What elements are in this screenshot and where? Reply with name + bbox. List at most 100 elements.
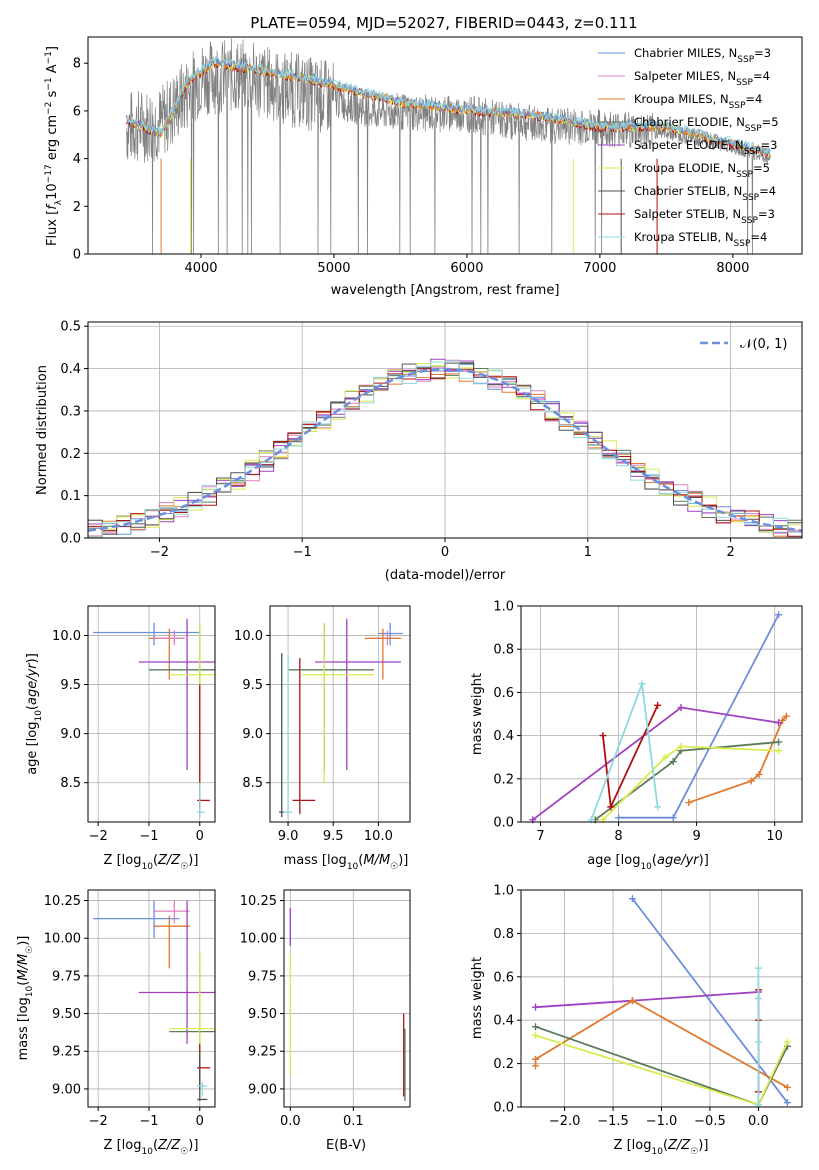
point-marker <box>654 803 662 811</box>
x-tick-label: 8 <box>614 829 622 844</box>
x-axis-label: (data-model)/error <box>385 568 506 583</box>
y-axis-label: mass weight <box>470 957 485 1039</box>
y-tick-label: 0.1 <box>60 489 81 504</box>
x-tick-label: 9 <box>692 829 700 844</box>
series-line <box>535 991 759 1009</box>
series-line <box>618 614 780 819</box>
x-tick-label: −1 <box>139 829 158 844</box>
legend-entry: Chabrier ELODIE, NSSP=5 <box>634 115 779 134</box>
y-tick-label: 9.50 <box>52 1007 81 1022</box>
x-tick-label: −1.0 <box>646 1114 678 1129</box>
y-tick-label: 0.0 <box>493 816 514 831</box>
point-marker <box>628 895 636 903</box>
spectrum-data-line <box>126 38 771 254</box>
x-axis-label: age [log10(age/yr)] <box>587 853 709 872</box>
point-marker <box>782 712 790 720</box>
y-tick-label: 10.0 <box>52 629 81 644</box>
x-tick-label: 6000 <box>450 261 483 276</box>
legend-entry: Chabrier STELIB, NSSP=4 <box>634 184 776 203</box>
point-marker <box>628 997 636 1005</box>
y-tick-label: 0.8 <box>493 643 514 658</box>
mass_vs_ebv-frame <box>283 889 411 1108</box>
point-marker <box>783 1083 791 1091</box>
x-tick-label: 0.1 <box>343 1114 364 1129</box>
y-tick-label: 10.25 <box>240 894 277 909</box>
point-marker <box>532 1062 540 1070</box>
y-tick-label: 0.2 <box>60 447 81 462</box>
x-axis-label: mass [log10(M/M☉)] <box>284 853 409 872</box>
age_vs_Z-frame <box>87 605 216 823</box>
x-tick-label: 8000 <box>716 261 749 276</box>
x-tick-label: 2 <box>726 545 734 560</box>
y-tick-label: 0.2 <box>493 772 514 787</box>
y-tick-label: 8 <box>73 57 81 72</box>
y-tick-label: 0.4 <box>60 362 81 377</box>
y-tick-label: 9.75 <box>248 969 277 984</box>
y-tick-label: 0 <box>73 248 81 263</box>
y-tick-label: 8.5 <box>242 776 263 791</box>
x-tick-label: 0 <box>196 829 204 844</box>
point-marker <box>677 742 685 750</box>
histogram-step-line <box>88 368 802 537</box>
x-tick-label: 0 <box>196 1114 204 1129</box>
y-axis-label: mass [log10(M/M☉)] <box>16 936 35 1061</box>
point-marker <box>685 799 693 807</box>
y-tick-label: 0.4 <box>493 729 514 744</box>
y-tick-label: 1.0 <box>493 884 514 899</box>
legend-entry: Kroupa STELIB, NSSP=4 <box>634 230 767 249</box>
point-marker <box>532 1003 540 1011</box>
age_vs_mass-frame <box>269 605 411 823</box>
spectrum-model-line <box>126 54 771 155</box>
point-marker <box>775 719 783 727</box>
series-line <box>631 898 789 1104</box>
point-marker <box>532 1023 540 1031</box>
y-tick-label: 9.75 <box>52 969 81 984</box>
y-tick-label: 10.25 <box>44 894 81 909</box>
x-tick-label: 0.0 <box>748 1114 769 1129</box>
x-axis-label: Z [log10(Z/Z☉)] <box>614 1138 709 1157</box>
x-axis-label: wavelength [Angstrom, rest frame] <box>331 283 560 298</box>
point-marker <box>638 680 646 688</box>
x-tick-label: −2 <box>89 1114 108 1129</box>
x-tick-label: 7 <box>536 829 544 844</box>
y-axis-label: Flux [fλ10−17 erg cm−2 s−1 A−1] <box>44 46 64 246</box>
weight_vs_age-axes <box>521 605 802 823</box>
x-tick-label: 10 <box>766 829 783 844</box>
x-axis-label: E(B-V) <box>326 1138 366 1153</box>
point-marker <box>654 701 662 709</box>
x-tick-label: 9.5 <box>323 829 344 844</box>
x-tick-label: −2.0 <box>549 1114 581 1129</box>
legend-entry: Salpeter MILES, NSSP=4 <box>634 69 770 88</box>
point-marker <box>775 738 783 746</box>
y-tick-label: 10.00 <box>240 932 277 947</box>
y-tick-label: 4 <box>73 152 81 167</box>
point-marker <box>615 814 623 822</box>
point-marker <box>669 758 677 766</box>
y-axis-label: mass weight <box>470 673 485 755</box>
y-tick-label: 1.0 <box>493 600 514 615</box>
point-marker <box>532 1031 540 1039</box>
y-tick-label: 0.6 <box>493 686 514 701</box>
point-marker <box>747 777 755 785</box>
x-tick-label: 0.0 <box>280 1114 301 1129</box>
y-tick-label: 6 <box>73 104 81 119</box>
y-tick-label: 9.50 <box>248 1007 277 1022</box>
series-line <box>602 745 779 821</box>
y-tick-label: 2 <box>73 200 81 215</box>
mass_vs_ebv-axes <box>284 890 410 1107</box>
point-marker <box>754 964 762 972</box>
x-tick-label: −2 <box>89 829 108 844</box>
point-marker <box>775 611 783 619</box>
y-tick-label: 9.5 <box>242 678 263 693</box>
point-marker <box>778 716 786 724</box>
legend-entry: Chabrier MILES, NSSP=3 <box>634 46 771 65</box>
x-axis-label: Z [log10(Z/Z☉)] <box>104 853 199 872</box>
x-tick-label: −1 <box>293 545 312 560</box>
y-tick-label: 9.00 <box>248 1082 277 1097</box>
legend-entry: Kroupa MILES, NSSP=4 <box>634 92 762 111</box>
series-line <box>532 706 779 821</box>
y-tick-label: 0.3 <box>60 404 81 419</box>
y-tick-label: 10.0 <box>234 629 263 644</box>
age_vs_mass-axes <box>270 606 410 822</box>
